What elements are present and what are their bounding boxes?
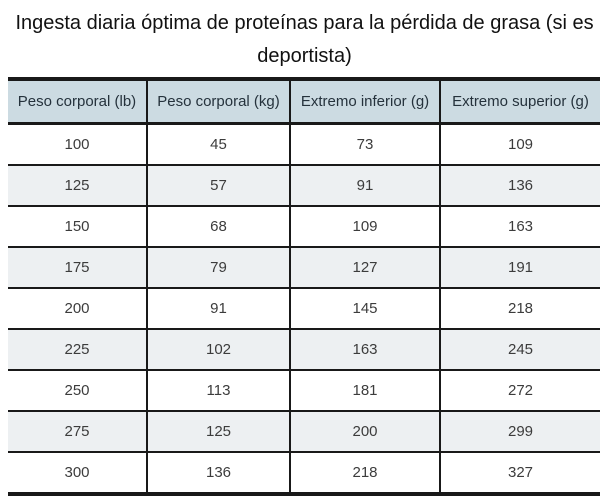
table-row: 225 102 163 245 [8, 329, 600, 371]
table-cell: 113 [146, 370, 290, 412]
table-row: 300 136 218 327 [8, 452, 600, 494]
table-cell: 299 [439, 411, 600, 453]
table-cell: 91 [289, 165, 440, 207]
table-row: 275 125 200 299 [8, 411, 600, 453]
table-cell: 200 [8, 288, 147, 330]
table-header: Peso corporal (lb) Peso corporal (kg) Ex… [8, 79, 600, 125]
table-cell: 125 [146, 411, 290, 453]
table-cell: 125 [8, 165, 147, 207]
table-cell: 145 [289, 288, 440, 330]
table-row: 175 79 127 191 [8, 247, 600, 289]
table-cell: 163 [289, 329, 440, 371]
table-cell: 327 [439, 452, 600, 494]
table-cell: 57 [146, 165, 290, 207]
table-row: 150 68 109 163 [8, 206, 600, 248]
table-cell: 127 [289, 247, 440, 289]
table-cell: 79 [146, 247, 290, 289]
table-cell: 109 [439, 123, 600, 166]
table-cell: 181 [289, 370, 440, 412]
table-cell: 275 [8, 411, 147, 453]
table-row: 125 57 91 136 [8, 165, 600, 207]
column-header-peso-lb: Peso corporal (lb) [8, 79, 147, 125]
table-cell: 225 [8, 329, 147, 371]
header-row: Peso corporal (lb) Peso corporal (kg) Ex… [8, 79, 600, 125]
table-cell: 163 [439, 206, 600, 248]
column-header-extremo-superior: Extremo superior (g) [439, 79, 600, 125]
table-cell: 191 [439, 247, 600, 289]
table-cell: 200 [289, 411, 440, 453]
column-header-peso-kg: Peso corporal (kg) [146, 79, 290, 125]
page-title: Ingesta diaria óptima de proteínas para … [15, 12, 594, 67]
table-cell: 150 [8, 206, 147, 248]
table-cell: 245 [439, 329, 600, 371]
table-cell: 218 [439, 288, 600, 330]
table-cell: 218 [289, 452, 440, 494]
table-cell: 109 [289, 206, 440, 248]
table-cell: 175 [8, 247, 147, 289]
table-cell: 136 [439, 165, 600, 207]
table-body: 100 45 73 109 125 57 91 136 150 68 109 163 175 79 127 1… [8, 123, 600, 494]
table-cell: 136 [146, 452, 290, 494]
column-header-extremo-inferior: Extremo inferior (g) [289, 79, 440, 125]
table-cell: 272 [439, 370, 600, 412]
table-cell: 300 [8, 452, 147, 494]
protein-intake-table: Peso corporal (lb) Peso corporal (kg) Ex… [8, 77, 600, 496]
table-cell: 68 [146, 206, 290, 248]
table-row: 200 91 145 218 [8, 288, 600, 330]
table-row: 100 45 73 109 [8, 123, 600, 166]
table-cell: 45 [146, 123, 290, 166]
table-row: 250 113 181 272 [8, 370, 600, 412]
table-cell: 250 [8, 370, 147, 412]
table-cell: 73 [289, 123, 440, 166]
table-cell: 100 [8, 123, 147, 166]
table-cell: 91 [146, 288, 290, 330]
table-cell: 102 [146, 329, 290, 371]
